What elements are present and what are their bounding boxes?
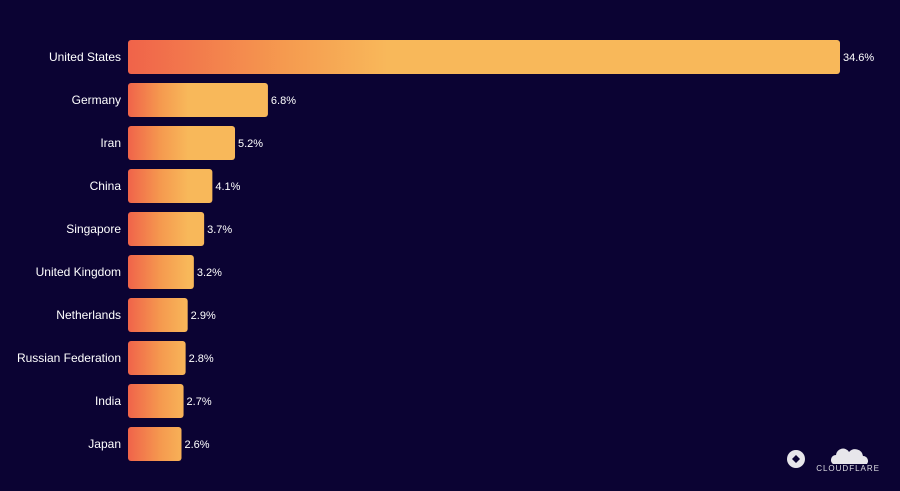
value-label: 3.2% bbox=[197, 267, 222, 279]
category-label: India bbox=[95, 394, 121, 408]
bar-china bbox=[128, 169, 213, 203]
category-label: Singapore bbox=[66, 222, 121, 236]
bar-russian-federation bbox=[128, 341, 186, 375]
category-label: Netherlands bbox=[56, 308, 121, 322]
bar-netherlands bbox=[128, 298, 188, 332]
value-label: 2.9% bbox=[191, 310, 216, 322]
category-label: Germany bbox=[72, 93, 121, 107]
value-label: 6.8% bbox=[271, 95, 296, 107]
bar-india bbox=[128, 384, 184, 418]
bar-singapore bbox=[128, 212, 205, 246]
category-labels: United States Germany Iran China Singapore Un… bbox=[17, 50, 121, 451]
bar-iran bbox=[128, 126, 236, 160]
logo-text: CLOUDFLARE bbox=[816, 464, 880, 473]
value-label: 4.1% bbox=[215, 181, 240, 193]
category-label: Iran bbox=[100, 136, 121, 150]
cloud-logo-icon bbox=[787, 448, 868, 468]
value-label: 2.6% bbox=[185, 439, 210, 451]
bar-japan bbox=[128, 427, 182, 461]
category-label: United Kingdom bbox=[36, 265, 121, 279]
bar-united-kingdom bbox=[128, 255, 194, 289]
category-label: Russian Federation bbox=[17, 351, 121, 365]
category-label: China bbox=[90, 179, 122, 193]
bar-germany bbox=[128, 83, 268, 117]
value-label: 3.7% bbox=[207, 224, 232, 236]
value-label: 2.8% bbox=[189, 353, 214, 365]
category-label: Japan bbox=[88, 437, 121, 451]
value-labels: 34.6% 6.8% 5.2% 4.1% 3.7% 3.2% 2.9% 2.8% 2.7% 2.6… bbox=[185, 52, 875, 451]
category-label: United States bbox=[49, 50, 121, 64]
value-label: 5.2% bbox=[238, 138, 263, 150]
value-label: 34.6% bbox=[843, 52, 874, 64]
bar-united-states bbox=[128, 40, 840, 74]
value-label: 2.7% bbox=[187, 396, 212, 408]
bars-layer bbox=[128, 40, 840, 461]
